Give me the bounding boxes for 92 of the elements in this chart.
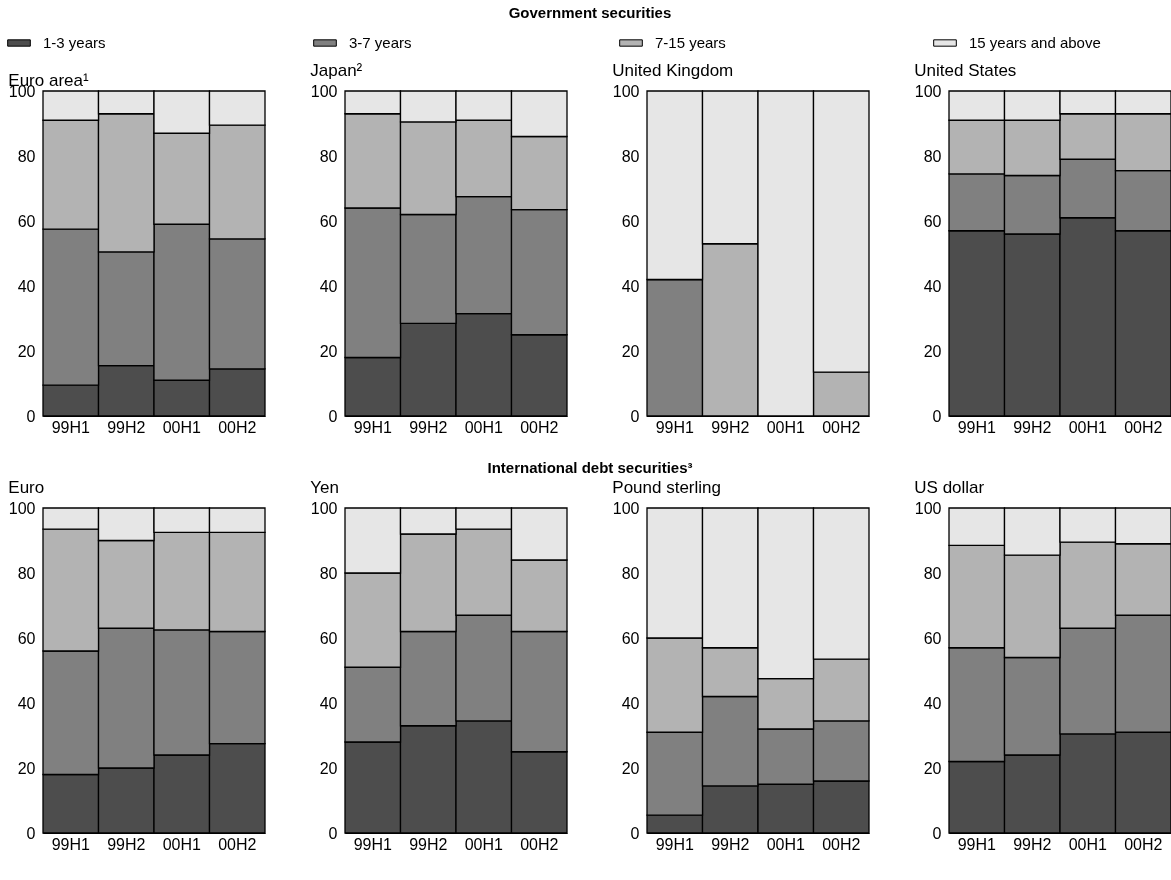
x-tick-label: 00H1	[1068, 418, 1107, 436]
x-tick-label: 99H1	[353, 418, 392, 436]
y-tick-label: 100	[310, 82, 338, 100]
y-tick-label: 20	[319, 759, 338, 777]
x-tick-label: 00H2	[822, 835, 861, 853]
x-tick-label: 99H2	[1013, 835, 1052, 853]
x-tick-label: 00H1	[464, 835, 503, 853]
x-tick-label: 00H2	[218, 418, 257, 436]
y-tick-label: 60	[17, 212, 36, 230]
y-tick-label: 60	[621, 212, 640, 230]
x-tick-label: 99H2	[711, 418, 750, 436]
x-tick-label: 00H2	[218, 835, 257, 853]
y-tick-label: 100	[8, 499, 36, 517]
x-tick-label: 99H1	[51, 835, 90, 853]
y-tick-label: 80	[319, 147, 338, 165]
x-tick-label: 99H2	[107, 835, 146, 853]
y-tick-label: 20	[923, 342, 942, 360]
y-tick-label: 20	[319, 342, 338, 360]
x-tick-label: 99H1	[655, 835, 694, 853]
chart-title: Yen	[310, 478, 339, 497]
y-tick-label: 60	[319, 629, 338, 647]
y-tick-label: 60	[17, 629, 36, 647]
x-tick-label: 00H1	[464, 418, 503, 436]
x-tick-label: 99H1	[51, 418, 90, 436]
y-tick-label: 40	[923, 694, 942, 712]
y-tick-label: 0	[328, 824, 338, 842]
text: Government securities	[508, 4, 672, 21]
x-tick-label: 99H2	[107, 418, 146, 436]
y-tick-label: 20	[17, 759, 36, 777]
x-tick-label: 00H1	[766, 835, 805, 853]
y-tick-label: 60	[621, 629, 640, 647]
y-tick-label: 80	[17, 147, 36, 165]
y-tick-label: 60	[923, 629, 942, 647]
y-tick-label: 100	[612, 499, 640, 517]
y-tick-label: 40	[621, 277, 640, 295]
chart-title: United States	[914, 61, 1017, 80]
y-tick-label: 100	[612, 82, 640, 100]
x-tick-label: 99H2	[711, 835, 750, 853]
y-tick-label: 40	[319, 277, 338, 295]
y-tick-label: 100	[914, 82, 942, 100]
y-tick-label: 20	[621, 342, 640, 360]
y-tick-label: 0	[26, 407, 36, 425]
chart-title: Japan²	[310, 61, 363, 80]
x-tick-label: 99H1	[655, 418, 694, 436]
legend-label: 3-7 years	[349, 34, 412, 51]
chart-title: United Kingdom	[612, 61, 734, 80]
y-tick-label: 100	[310, 499, 338, 517]
y-tick-label: 80	[923, 564, 942, 582]
y-tick-label: 60	[923, 212, 942, 230]
y-tick-label: 80	[621, 564, 640, 582]
y-tick-label: 0	[932, 407, 942, 425]
legend-label: 7-15 years	[655, 34, 726, 51]
y-tick-label: 40	[17, 694, 36, 712]
y-tick-label: 0	[328, 407, 338, 425]
chart-title: US dollar	[914, 478, 985, 497]
y-tick-label: 60	[319, 212, 338, 230]
x-tick-label: 00H1	[162, 835, 201, 853]
x-tick-label: 00H2	[520, 835, 559, 853]
x-tick-label: 99H2	[409, 835, 448, 853]
x-tick-label: 00H2	[520, 418, 559, 436]
x-tick-label: 00H1	[766, 418, 805, 436]
y-tick-label: 40	[621, 694, 640, 712]
text: International debt securities³	[487, 459, 693, 476]
x-tick-label: 99H1	[957, 835, 996, 853]
x-tick-label: 00H2	[1124, 835, 1163, 853]
x-tick-label: 99H2	[1013, 418, 1052, 436]
y-tick-label: 80	[621, 147, 640, 165]
y-tick-label: 0	[932, 824, 942, 842]
y-tick-label: 100	[914, 499, 942, 517]
x-tick-label: 00H2	[1124, 418, 1163, 436]
y-tick-label: 40	[17, 277, 36, 295]
y-tick-label: 40	[923, 277, 942, 295]
legend-label: 15 years and above	[969, 34, 1101, 51]
y-tick-label: 20	[923, 759, 942, 777]
y-tick-label: 40	[319, 694, 338, 712]
y-tick-label: 0	[630, 407, 640, 425]
x-tick-label: 00H2	[822, 418, 861, 436]
y-tick-label: 0	[630, 824, 640, 842]
y-tick-label: 80	[319, 564, 338, 582]
y-tick-label: 0	[26, 824, 36, 842]
y-tick-label: 20	[621, 759, 640, 777]
y-tick-label: 80	[17, 564, 36, 582]
y-tick-label: 80	[923, 147, 942, 165]
chart-title: Euro	[8, 478, 45, 497]
x-tick-label: 99H1	[957, 418, 996, 436]
x-tick-label: 99H2	[409, 418, 448, 436]
y-tick-label: 20	[17, 342, 36, 360]
x-tick-label: 00H1	[1068, 835, 1107, 853]
x-tick-label: 99H1	[353, 835, 392, 853]
x-tick-label: 00H1	[162, 418, 201, 436]
legend-label: 1-3 years	[43, 34, 106, 51]
chart-title: Pound sterling	[612, 478, 721, 497]
